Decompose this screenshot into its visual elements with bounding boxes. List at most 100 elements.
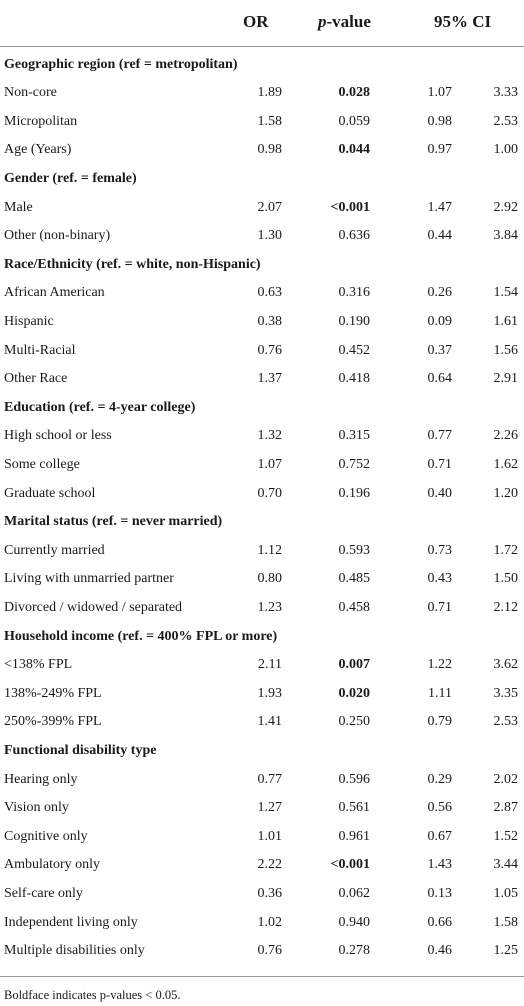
- section-label: Functional disability type: [4, 742, 157, 758]
- ci-lower-value: 0.73: [427, 542, 453, 558]
- ci-lower-value: 0.26: [427, 285, 453, 301]
- p-value: 0.316: [338, 285, 371, 301]
- odds-ratio-value: 2.11: [258, 657, 282, 673]
- table-row: 138%-249% FPL 1.93 0.020 1.11 3.35: [0, 680, 524, 709]
- table-row: Multi-Racial 0.76 0.452 0.37 1.56: [0, 337, 524, 366]
- p-value: 0.278: [338, 943, 371, 959]
- table-row: African American 0.63 0.316 0.26 1.54: [0, 279, 524, 308]
- ci-upper-value: 3.33: [493, 85, 519, 101]
- ci-upper-value: 1.20: [493, 485, 519, 501]
- section-label: Marital status (ref. = never married): [4, 514, 223, 530]
- p-value: 0.561: [338, 800, 371, 816]
- table-row: Age (Years) 0.98 0.044 0.97 1.00: [0, 136, 524, 165]
- ci-lower-value: 0.40: [427, 485, 453, 501]
- odds-ratio-value: 0.76: [257, 943, 283, 959]
- section-row: Race/Ethnicity (ref. = white, non-Hispan…: [0, 251, 524, 280]
- odds-ratio-value: 1.02: [257, 914, 283, 930]
- p-value: 0.028: [338, 85, 371, 101]
- ci-lower-value: 0.13: [427, 885, 453, 901]
- ci-upper-value: 1.50: [493, 571, 519, 587]
- ci-upper-value: 3.44: [493, 857, 519, 873]
- ci-lower-value: 0.46: [427, 943, 453, 959]
- p-value: 0.059: [338, 113, 371, 129]
- p-value: 0.485: [338, 571, 371, 587]
- section-row: Marital status (ref. = never married): [0, 508, 524, 537]
- p-value: 0.020: [338, 685, 371, 701]
- p-value: 0.940: [338, 914, 371, 930]
- ci-lower-value: 0.09: [427, 313, 453, 329]
- section-row: Functional disability type: [0, 737, 524, 766]
- ci-upper-value: 3.84: [493, 228, 519, 244]
- row-label: Multi-Racial: [4, 342, 76, 358]
- table-row: Currently married 1.12 0.593 0.73 1.72: [0, 537, 524, 566]
- p-value: <0.001: [330, 199, 370, 215]
- ci-upper-value: 2.92: [493, 199, 519, 215]
- odds-ratio-value: 1.32: [257, 428, 283, 444]
- row-label: Living with unmarried partner: [4, 571, 174, 587]
- row-label: Cognitive only: [4, 828, 88, 844]
- ci-lower-value: 0.67: [427, 828, 453, 844]
- p-value: 0.062: [338, 885, 371, 901]
- odds-ratio-value: 1.12: [257, 542, 283, 558]
- ci-upper-value: 1.58: [493, 914, 519, 930]
- ci-lower-value: 0.29: [427, 771, 453, 787]
- ci-upper-value: 3.62: [493, 657, 519, 673]
- ci-upper-value: 1.56: [493, 342, 519, 358]
- odds-ratio-value: 0.63: [257, 285, 283, 301]
- ci-upper-value: 1.54: [493, 285, 519, 301]
- row-label: Hispanic: [4, 313, 54, 329]
- table-row: 250%-399% FPL 1.41 0.250 0.79 2.53: [0, 708, 524, 737]
- row-label: Self-care only: [4, 885, 83, 901]
- row-label: Multiple disabilities only: [4, 943, 145, 959]
- table-row: Non-core 1.89 0.028 1.07 3.33: [0, 79, 524, 108]
- p-value: 0.044: [338, 142, 371, 158]
- odds-ratio-value: 0.70: [257, 485, 283, 501]
- bottom-rule: [0, 976, 524, 977]
- ci-lower-value: 0.79: [427, 714, 453, 730]
- odds-ratio-value: 0.76: [257, 342, 283, 358]
- ci-lower-value: 0.66: [427, 914, 453, 930]
- row-label: Graduate school: [4, 485, 96, 501]
- header-p-value: p-value: [318, 12, 371, 32]
- odds-ratio-value: 1.41: [257, 714, 283, 730]
- table-header: OR p-value 95% CI: [0, 0, 524, 46]
- ci-upper-value: 2.12: [493, 599, 519, 615]
- table-row: Self-care only 0.36 0.062 0.13 1.05: [0, 880, 524, 909]
- row-label: Vision only: [4, 800, 69, 816]
- ci-upper-value: 1.52: [493, 828, 519, 844]
- table-row: Hispanic 0.38 0.190 0.09 1.61: [0, 308, 524, 337]
- table-footnote: Boldface indicates p-values < 0.05.: [4, 988, 181, 1002]
- ci-lower-value: 1.11: [428, 685, 452, 701]
- row-label: Divorced / widowed / separated: [4, 599, 183, 615]
- ci-upper-value: 1.00: [493, 142, 519, 158]
- ci-upper-value: 2.91: [493, 371, 519, 387]
- ci-upper-value: 1.62: [493, 456, 519, 472]
- row-label: Currently married: [4, 542, 105, 558]
- p-value: 0.418: [338, 371, 371, 387]
- ci-upper-value: 2.26: [493, 428, 519, 444]
- section-label: Geographic region (ref = metropolitan): [4, 56, 238, 72]
- section-label: Education (ref. = 4-year college): [4, 399, 196, 415]
- ci-upper-value: 2.87: [493, 800, 519, 816]
- p-value: 0.961: [338, 828, 371, 844]
- ci-lower-value: 0.71: [427, 599, 453, 615]
- p-value: 0.190: [338, 313, 371, 329]
- ci-lower-value: 0.71: [427, 456, 453, 472]
- odds-ratio-value: 1.58: [257, 113, 283, 129]
- table-row: Vision only 1.27 0.561 0.56 2.87: [0, 794, 524, 823]
- odds-ratio-value: 1.93: [257, 685, 283, 701]
- table-row: Hearing only 0.77 0.596 0.29 2.02: [0, 766, 524, 795]
- odds-ratio-value: 0.36: [257, 885, 283, 901]
- table-row: Living with unmarried partner 0.80 0.485 0.…: [0, 565, 524, 594]
- odds-ratio-value: 1.01: [257, 828, 283, 844]
- p-value: 0.315: [338, 428, 371, 444]
- table-row: Some college 1.07 0.752 0.71 1.62: [0, 451, 524, 480]
- table-row: Other (non-binary) 1.30 0.636 0.44 3.84: [0, 222, 524, 251]
- section-label: Race/Ethnicity (ref. = white, non-Hispan…: [4, 256, 261, 272]
- row-label: Independent living only: [4, 914, 138, 930]
- row-label: Other (non-binary): [4, 228, 111, 244]
- ci-lower-value: 1.47: [427, 199, 453, 215]
- ci-upper-value: 1.25: [493, 943, 519, 959]
- ci-upper-value: 1.72: [493, 542, 519, 558]
- table-row: Ambulatory only 2.22 <0.001 1.43 3.44: [0, 851, 524, 880]
